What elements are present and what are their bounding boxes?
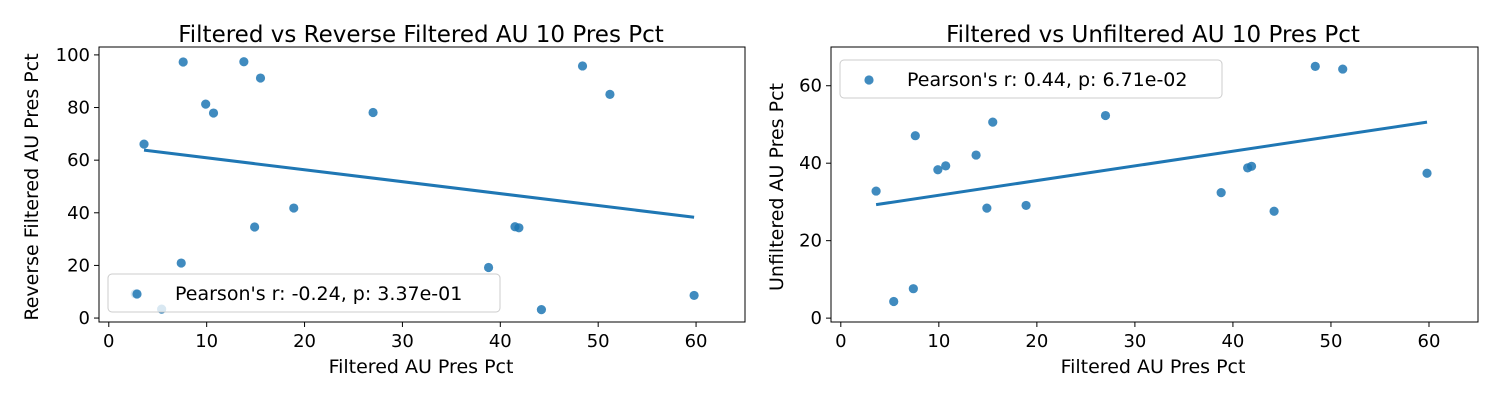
data-point: [988, 117, 998, 127]
x-tick-label: 10: [195, 331, 218, 352]
regression-line: [143, 148, 695, 219]
x-tick-label: 30: [391, 331, 414, 352]
x-axis-label: Filtered AU Pres Pct: [1061, 356, 1246, 378]
y-tick-label: 60: [799, 76, 822, 97]
data-point: [514, 223, 524, 233]
data-point: [889, 296, 899, 307]
data-point: [1021, 200, 1031, 211]
data-point: [605, 89, 615, 99]
regression-line: [875, 120, 1428, 207]
data-point: [139, 139, 149, 149]
y-tick-label: 20: [799, 231, 822, 252]
y-axis-label: Unfiltered AU Pres Pct: [766, 83, 788, 291]
data-point: [1310, 61, 1320, 71]
x-tick-label: 50: [587, 331, 610, 352]
y-tick-label: 20: [67, 255, 90, 276]
data-point: [971, 150, 981, 160]
legend-marker: [132, 289, 142, 299]
chart-title: Filtered vs Unfiltered AU 10 Pres Pct: [946, 22, 1360, 48]
x-tick-label: 20: [1025, 331, 1048, 352]
data-point: [941, 161, 951, 171]
y-tick-label: 0: [79, 308, 90, 329]
x-tick-label: 60: [1418, 331, 1441, 352]
x-axis-label: Filtered AU Pres Pct: [329, 356, 514, 378]
data-point: [982, 203, 992, 213]
legend: Pearson's r: -0.24, p: 3.37e-01: [107, 273, 501, 313]
legend-box: [839, 59, 1223, 99]
data-point: [201, 99, 211, 109]
data-point: [289, 203, 299, 213]
y-axis-label: Reverse Filtered AU Pres Pct: [21, 53, 43, 320]
y-tick-label: 60: [67, 150, 90, 171]
chart-panel-right: Filtered vs Unfiltered AU 10 Pres Pct Fi…: [766, 22, 1479, 378]
plot-frame: [830, 46, 1479, 323]
chart-title: Filtered vs Reverse Filtered AU 10 Pres …: [178, 22, 664, 48]
data-point: [255, 73, 266, 83]
data-point: [178, 57, 188, 67]
x-tick-label: 0: [103, 331, 114, 352]
y-tick-label: 40: [67, 203, 90, 224]
data-point: [908, 284, 918, 294]
plot-area: 0 10 20 30 40 50 60 0 20 40 60 80 100 Pearson's r: -0…: [56, 45, 746, 352]
data-point: [1246, 161, 1257, 171]
x-tick-label: 10: [927, 331, 950, 352]
data-point: [536, 305, 547, 315]
data-point: [1422, 168, 1432, 178]
y-tick-label: 0: [811, 308, 822, 329]
chart-panel-left: Filtered vs Reverse Filtered AU 10 Pres …: [21, 22, 746, 378]
legend-label: Pearson's r: -0.24, p: 3.37e-01: [175, 283, 462, 305]
x-tick-label: 40: [489, 331, 512, 352]
legend-marker: [864, 75, 874, 85]
data-point: [933, 165, 943, 175]
x-tick-label: 20: [293, 331, 316, 352]
x-tick-label: 40: [1221, 331, 1244, 352]
legend-box: [107, 273, 501, 313]
y-tick-label: 100: [56, 45, 90, 66]
legend: Pearson's r: 0.44, p: 6.71e-02: [839, 59, 1223, 99]
data-point: [689, 290, 699, 301]
data-point: [577, 61, 588, 71]
data-point: [1338, 64, 1348, 74]
x-tick-label: 0: [835, 331, 846, 352]
data-point: [1100, 110, 1111, 121]
x-tick-label: 50: [1320, 331, 1343, 352]
x-tick-label: 60: [685, 331, 708, 352]
data-point: [1269, 206, 1279, 216]
plot-frame: [98, 46, 746, 323]
y-tick-label: 80: [67, 98, 90, 119]
data-point: [208, 108, 219, 118]
data-point: [176, 258, 186, 268]
data-point: [368, 107, 378, 118]
data-point: [483, 262, 494, 273]
x-tick-label: 30: [1123, 331, 1146, 352]
y-tick-label: 40: [799, 153, 822, 174]
data-point: [871, 186, 881, 196]
data-point: [250, 222, 260, 232]
data-point: [1216, 188, 1226, 198]
legend-label: Pearson's r: 0.44, p: 6.71e-02: [907, 69, 1187, 91]
data-point: [239, 57, 249, 67]
data-point: [910, 131, 920, 141]
plot-area: 0 10 20 30 40 50 60 0 20 40 60 Pearson's r: 0.44, p…: [799, 46, 1479, 352]
